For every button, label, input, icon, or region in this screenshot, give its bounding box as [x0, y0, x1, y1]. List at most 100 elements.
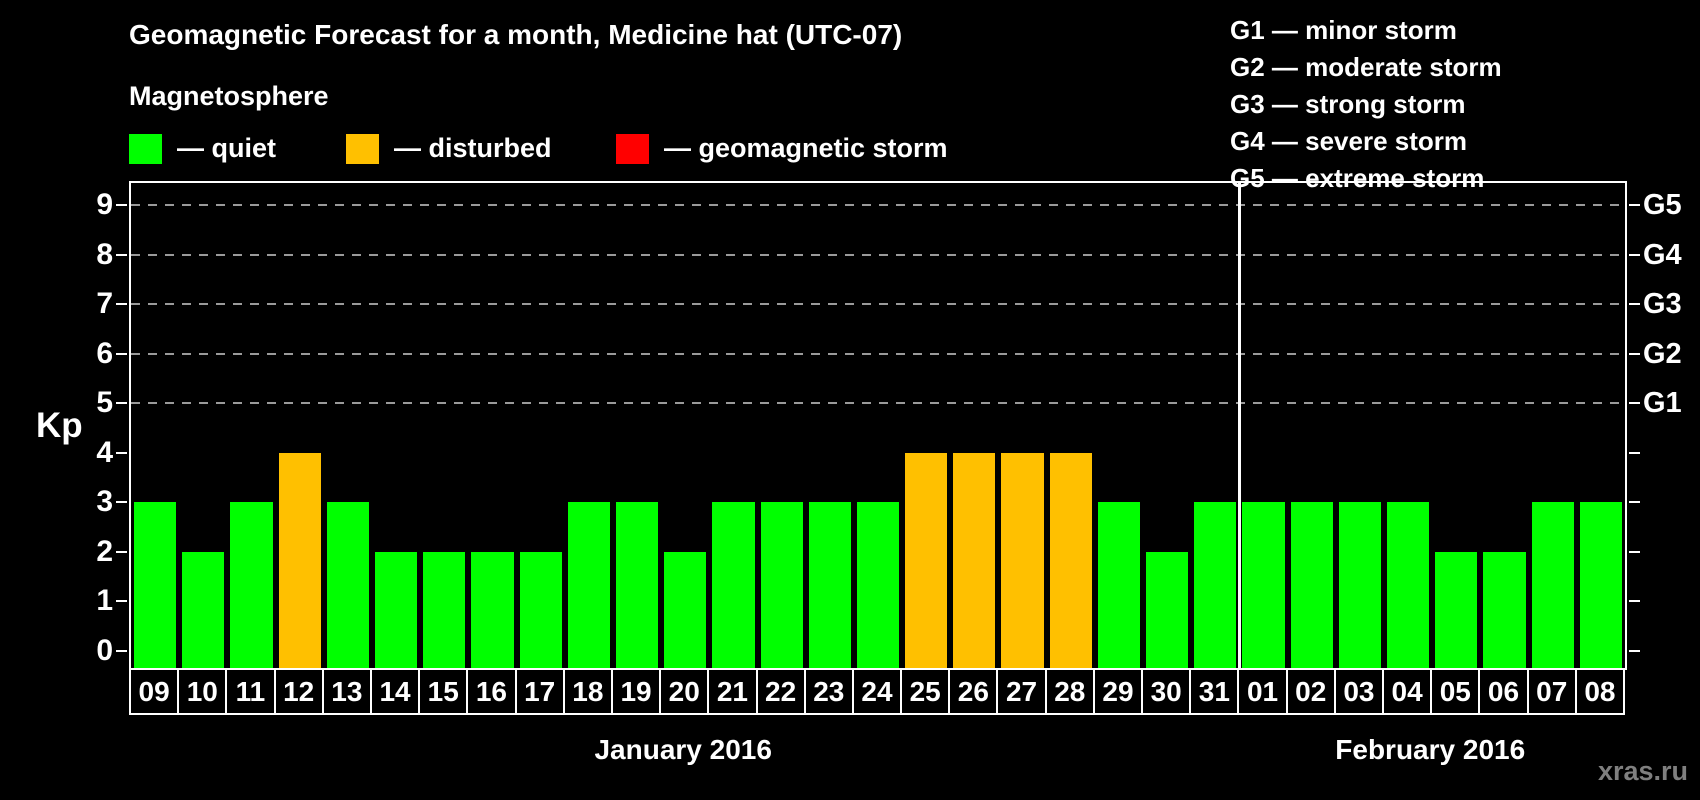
bar-day-03	[1338, 502, 1382, 668]
bar-day-07	[1531, 502, 1574, 668]
disturbed-swatch-icon	[346, 133, 379, 164]
bar-day-02	[1290, 502, 1333, 668]
legend-item-storm: — geomagnetic storm	[616, 133, 948, 164]
day-label-24: 24	[851, 668, 903, 715]
day-label-row: 09 10 11 12 13 14 15 16 17 18 19 20 21 22 23 24 25 26 27 28…	[129, 668, 1627, 715]
bar-day-09	[134, 502, 177, 668]
day-label-12: 12	[273, 668, 324, 715]
quiet-swatch-icon	[129, 133, 162, 164]
bar-day-21	[712, 502, 755, 668]
bar-day-08	[1579, 502, 1622, 668]
plot-area: 0 1 2 3 4 5 6 7 8 9 G1 G2 G3 G4 G5	[96, 181, 1682, 670]
bar-day-24	[856, 502, 900, 668]
day-label-26: 26	[948, 668, 999, 715]
y-tick-right-3	[1629, 501, 1640, 504]
day-label-05: 05	[1430, 668, 1481, 715]
y-tick-label-9: 9	[96, 187, 113, 221]
y-tick-label-8: 8	[96, 237, 113, 271]
gridline-kp8	[131, 253, 1625, 256]
y-tick-label-4: 4	[96, 435, 113, 469]
day-label-11: 11	[225, 668, 276, 715]
storm-swatch-icon	[616, 133, 649, 164]
bar-day-11	[230, 502, 273, 668]
y-tick-right-4	[1629, 451, 1640, 454]
day-label-13: 13	[321, 668, 372, 715]
day-label-28: 28	[1044, 668, 1095, 715]
day-label-14: 14	[369, 668, 421, 715]
y-tick-right-1	[1629, 600, 1640, 603]
y-tick-left-7	[116, 303, 127, 306]
day-label-06: 06	[1478, 668, 1529, 715]
y-tick-right-6	[1629, 352, 1640, 355]
day-label-25: 25	[900, 668, 951, 715]
y-tick-left-9	[116, 203, 127, 206]
day-label-02: 02	[1285, 668, 1336, 715]
day-label-22: 22	[755, 668, 806, 715]
bar-day-23	[808, 502, 851, 668]
y-tick-label-5: 5	[96, 386, 113, 420]
day-label-10: 10	[177, 668, 228, 715]
y-tick-right-8	[1629, 253, 1640, 256]
day-label-19: 19	[610, 668, 662, 715]
bar-day-25	[905, 452, 948, 668]
legend-item-label: — quiet	[177, 133, 276, 163]
day-label-18: 18	[562, 668, 613, 715]
gridline-kp5	[131, 402, 1625, 405]
g-legend-line-3: G3 — strong storm	[1230, 89, 1466, 119]
y-tick-left-4	[116, 451, 127, 454]
y-tick-right-9	[1629, 203, 1640, 206]
day-label-09: 09	[129, 668, 180, 715]
gridline-kp6	[131, 352, 1625, 355]
watermark: xras.ru	[1597, 756, 1688, 786]
day-label-23: 23	[803, 668, 854, 715]
bar-day-05	[1435, 551, 1478, 668]
month-label-2: February 2016	[1335, 734, 1526, 765]
bar-day-22	[760, 502, 803, 668]
legend-item-label: — disturbed	[394, 133, 552, 163]
bar-day-29	[1097, 502, 1141, 668]
right-axis-label-g1: G1	[1643, 387, 1682, 420]
g-legend-line-2: G2 — moderate storm	[1230, 52, 1502, 82]
g-scale-legend: G1 — minor storm G2 — moderate storm G3 — …	[1230, 12, 1502, 197]
y-tick-label-6: 6	[96, 336, 113, 370]
month-divider-1	[1237, 183, 1241, 668]
right-axis-label-g3: G3	[1643, 288, 1682, 321]
bar-day-26	[953, 452, 996, 668]
y-tick-left-5	[116, 402, 127, 405]
y-tick-label-7: 7	[96, 287, 113, 321]
legend-item-disturbed: — disturbed	[346, 133, 552, 164]
day-label-07: 07	[1526, 668, 1577, 715]
day-label-29: 29	[1092, 668, 1144, 715]
y-tick-left-1	[116, 600, 127, 603]
day-label-31: 31	[1189, 668, 1240, 715]
y-tick-left-6	[116, 352, 127, 355]
day-label-17: 17	[514, 668, 565, 715]
bar-day-04	[1387, 502, 1430, 668]
magnetosphere-label: Magnetosphere	[129, 81, 329, 111]
g-legend-line-4: G4 — severe storm	[1230, 126, 1468, 156]
bar-day-16	[471, 551, 514, 668]
bar-day-14	[374, 551, 418, 668]
y-tick-label-1: 1	[96, 584, 113, 618]
bar-day-12	[278, 452, 321, 668]
day-label-01: 01	[1237, 668, 1288, 715]
y-tick-left-3	[116, 501, 127, 504]
y-tick-left-2	[116, 550, 127, 553]
right-axis-label-g5: G5	[1643, 188, 1682, 221]
day-label-30: 30	[1141, 668, 1192, 715]
y-tick-right-2	[1629, 550, 1640, 553]
legend-item-label: — geomagnetic storm	[664, 133, 948, 163]
y-tick-label-2: 2	[96, 534, 113, 568]
bar-day-18	[567, 502, 610, 668]
y-tick-label-3: 3	[96, 485, 113, 519]
bar-day-20	[664, 551, 707, 668]
day-label-04: 04	[1382, 668, 1433, 715]
y-tick-right-5	[1629, 402, 1640, 405]
bar-day-06	[1483, 551, 1526, 668]
day-label-27: 27	[996, 668, 1047, 715]
y-tick-right-7	[1629, 303, 1640, 306]
g-legend-line-1: G1 — minor storm	[1230, 15, 1457, 45]
y-tick-label-0: 0	[96, 634, 113, 667]
chart-title: Geomagnetic Forecast for a month, Medici…	[129, 19, 903, 50]
y-axis-label: Kp	[36, 406, 83, 445]
